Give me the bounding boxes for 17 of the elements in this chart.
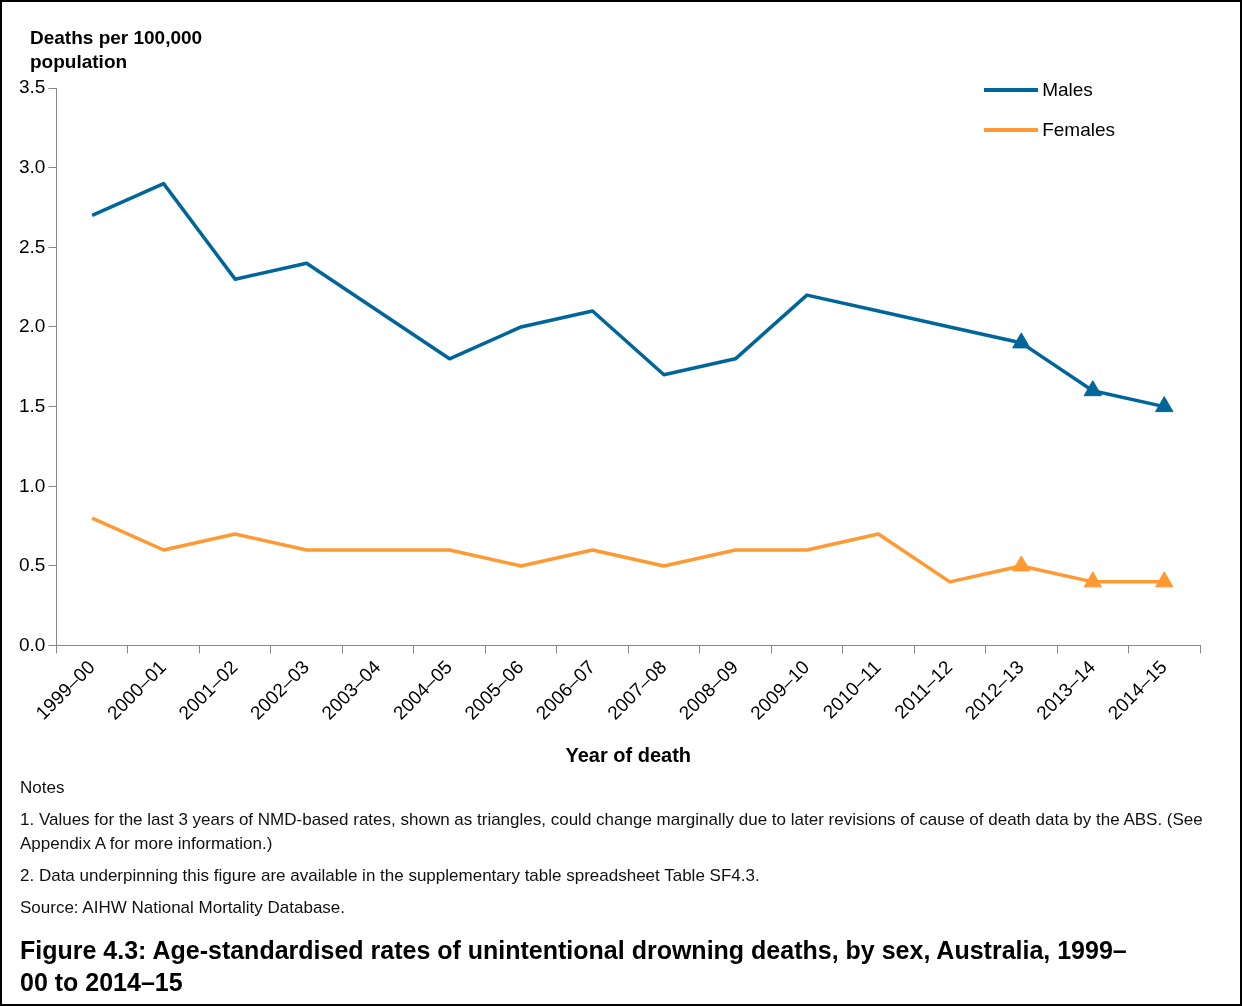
text: 2. Data underpinning this figure are available in the supplementary table spreadsheet Table SF4.3. <box>20 865 761 887</box>
y-tick-label: 0.5 <box>18 554 46 576</box>
y-tick-label: 0.0 <box>18 633 46 655</box>
y-axis-title: Deaths per 100,000 population <box>30 26 204 74</box>
text: Figure 4.3: Age-standardised rates of unintentional drowning deaths, by sex, Australia, 1999–00 to 2014–15 <box>20 935 1128 998</box>
y-tick-label: 1.0 <box>18 474 46 496</box>
y-tick-label: 3.5 <box>18 76 46 98</box>
y-tick-label: 2.0 <box>18 315 46 337</box>
legend-label: Males <box>1042 79 1093 101</box>
text: 1. Values for the last 3 years of NMD-based rates, shown as triangles, could change marginally due to later revisions of cause of death data by the ABS. (See Appendix A for more information.) <box>20 809 1204 855</box>
y-tick-label: 1.5 <box>18 394 46 416</box>
y-tick-label: 2.5 <box>18 235 46 257</box>
x-axis-title: Year of death <box>565 743 692 766</box>
text: Notes <box>20 777 66 799</box>
y-tick-label: 3.0 <box>18 155 46 177</box>
source-note: Source: AIHW National Mortality Database. <box>20 897 347 919</box>
legend-label: Females <box>1042 119 1115 141</box>
